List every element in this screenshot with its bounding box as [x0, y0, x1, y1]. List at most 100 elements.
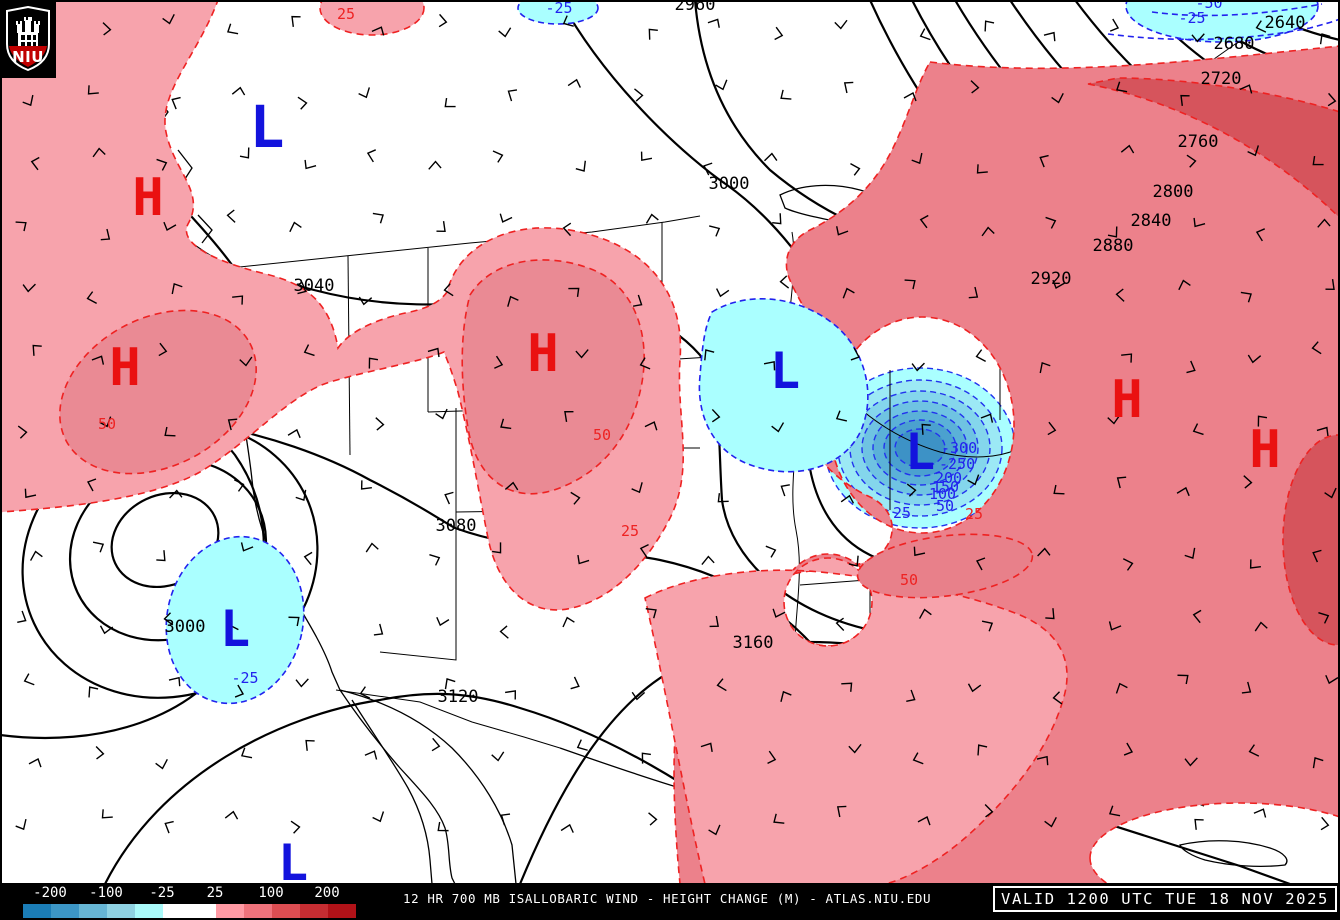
wind-vector-icon	[499, 625, 509, 639]
wind-vector-icon	[1045, 216, 1057, 229]
wind-vector-icon	[1052, 691, 1063, 705]
wind-vector-icon	[1123, 742, 1134, 756]
wind-vector-icon	[631, 691, 646, 701]
wind-vector-icon	[562, 15, 574, 27]
high-center-marker: H	[1111, 370, 1142, 430]
wind-vector-icon	[297, 281, 307, 295]
positive-change-label: 50	[98, 415, 116, 433]
wind-vector-icon	[29, 550, 43, 561]
height-contour-label: 2840	[1131, 211, 1172, 231]
wind-vector-icon	[436, 221, 446, 233]
map-title: 12 HR 700 MB ISALLOBARIC WIND - HEIGHT C…	[403, 891, 932, 906]
wind-vector-icon	[28, 758, 42, 768]
wind-vector-icon	[100, 228, 111, 241]
wind-vector-icon	[772, 213, 782, 225]
negative-change-label: -25	[1178, 9, 1205, 27]
height-contour-label: 2760	[1178, 132, 1219, 152]
wind-vector-icon	[780, 89, 792, 100]
wind-vector-icon	[1039, 361, 1051, 374]
wind-vector-icon	[634, 88, 644, 102]
wind-vector-icon	[1255, 228, 1266, 242]
wind-vector-icon	[1116, 476, 1127, 489]
wind-vector-icon	[1312, 757, 1324, 769]
wind-vector-icon	[836, 805, 847, 818]
wind-vector-icon	[232, 295, 244, 305]
valid-time-box: VALID 1200 UTC TUE 18 NOV 2025	[993, 886, 1337, 912]
wind-vector-icon	[641, 752, 651, 764]
wind-vector-icon	[850, 347, 860, 361]
wind-vector-icon	[290, 820, 301, 834]
wind-vector-icon	[771, 422, 785, 433]
wind-vector-icon	[240, 542, 254, 552]
wind-vector-icon	[492, 150, 504, 163]
wind-vector-icon	[1122, 558, 1134, 571]
wind-vector-icon	[840, 494, 855, 504]
high-center-marker: H	[527, 324, 558, 384]
wind-vector-icon	[444, 491, 454, 505]
wind-vector-icon	[87, 85, 99, 95]
wind-vector-icon	[835, 617, 845, 631]
wind-vector-icon	[980, 413, 994, 423]
wind-vector-icon	[499, 213, 513, 223]
positive-change-label: 50	[900, 571, 918, 589]
wind-vector-icon	[577, 554, 590, 565]
wind-vector-icon	[570, 491, 581, 505]
wind-vector-icon	[1108, 621, 1122, 631]
wind-vector-icon	[848, 555, 859, 567]
wind-vector-icon	[1109, 18, 1120, 32]
wind-vector-icon	[1186, 154, 1197, 168]
wind-vector-icon	[17, 610, 27, 623]
wind-vector-icon	[101, 809, 113, 819]
wind-vector-icon	[709, 615, 719, 628]
legend-color-segment	[51, 904, 79, 918]
legend-color-segment	[272, 904, 300, 918]
wind-vector-icon	[158, 342, 168, 357]
height-contour-label: 3000	[165, 617, 206, 637]
wind-vector-icon	[1180, 94, 1190, 106]
wind-vector-icon	[291, 15, 301, 27]
low-center-marker: L	[278, 834, 308, 884]
wind-vector-icon	[156, 158, 168, 171]
wind-vector-icon	[570, 676, 580, 690]
wind-vector-icon	[716, 678, 727, 692]
wind-vector-icon	[437, 821, 449, 832]
height-contour-label: 2720	[1201, 69, 1242, 89]
pressure-centers: L H H H L L L L H H	[109, 93, 1280, 892]
wind-vector-icon	[1240, 291, 1252, 303]
wind-vector-icon	[703, 162, 713, 176]
wind-vector-icon	[436, 616, 450, 627]
wind-vector-icon	[911, 362, 925, 372]
wind-vector-icon	[427, 347, 440, 358]
legend-tick-label: 100	[258, 885, 284, 901]
wind-vector-icon	[772, 608, 786, 618]
legend-tick-label: 25	[206, 885, 224, 901]
wind-vector-icon	[560, 823, 574, 833]
low-center-marker: L	[250, 93, 285, 161]
wind-vector-icon	[1320, 816, 1330, 831]
wind-vector-icon	[239, 356, 253, 367]
legend-color-bar	[22, 903, 357, 919]
wind-vector-icon	[15, 818, 27, 831]
wind-vector-icon	[774, 26, 784, 41]
wind-vector-icon	[429, 553, 441, 566]
wind-vector-icon	[88, 686, 99, 698]
wind-vector-icon	[848, 743, 862, 754]
wind-vector-icon	[567, 78, 581, 88]
wind-vector-icon	[1241, 681, 1252, 694]
wind-vector-icon	[1312, 155, 1324, 166]
wind-vector-icon	[639, 544, 649, 558]
wind-vector-icon	[155, 759, 168, 770]
wind-vector-icon	[498, 27, 512, 38]
wind-vector-icon	[1116, 81, 1128, 93]
wind-vector-icon	[1176, 486, 1190, 497]
wind-vector-icon	[715, 79, 728, 91]
wind-vector-icon	[86, 291, 97, 304]
wind-vector-icon	[1108, 805, 1121, 817]
negative-change-label: 100	[929, 485, 956, 503]
legend-color-segment	[163, 904, 216, 918]
wind-vector-icon	[491, 751, 505, 762]
negative-change-dashed-contours	[150, 0, 1340, 718]
height-contour-label: 2960	[675, 0, 716, 15]
wind-vector-icon	[162, 13, 175, 25]
wind-vector-icon	[763, 360, 776, 371]
